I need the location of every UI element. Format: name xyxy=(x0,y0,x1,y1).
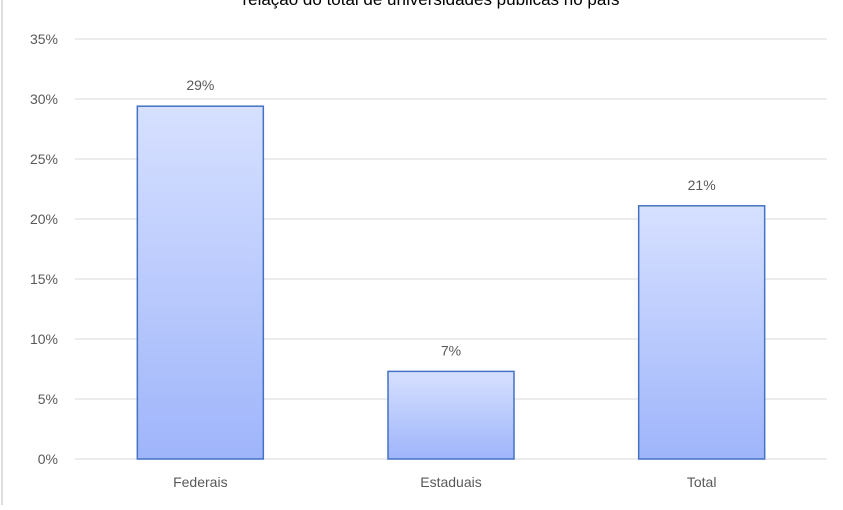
chart-title: relação do total de universidades públic… xyxy=(242,0,619,9)
data-label: 21% xyxy=(688,177,716,193)
bar-estaduais xyxy=(387,370,515,460)
y-tick-label: 30% xyxy=(30,91,58,107)
x-category-label: Total xyxy=(687,474,717,490)
x-category-label: Estaduais xyxy=(420,474,481,490)
y-tick-label: 25% xyxy=(30,151,58,167)
x-category-label: Federais xyxy=(173,474,227,490)
y-tick-label: 35% xyxy=(30,31,58,47)
y-tick-label: 5% xyxy=(38,391,58,407)
data-label: 29% xyxy=(186,77,214,93)
data-label: 7% xyxy=(441,342,461,358)
bar-federais xyxy=(136,105,265,460)
bar-total xyxy=(637,205,766,460)
y-tick-label: 10% xyxy=(30,331,58,347)
y-tick-label: 20% xyxy=(30,211,58,227)
y-tick-label: 15% xyxy=(30,271,58,287)
y-tick-label: 0% xyxy=(38,451,58,467)
